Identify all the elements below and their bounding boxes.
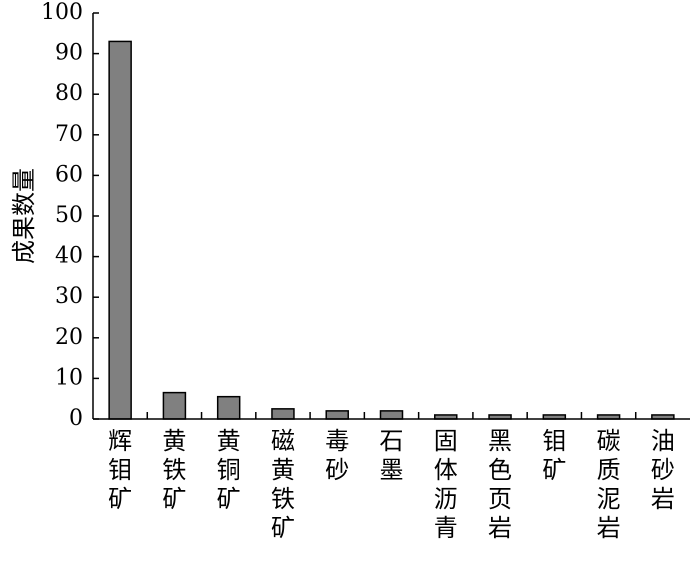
bar-6 — [379, 410, 404, 420]
y-tick-label: 40 — [55, 244, 83, 269]
category-label: 碳质泥岩 — [597, 427, 621, 542]
category-label: 黄铜矿 — [217, 427, 241, 513]
y-tick-label: 100 — [41, 0, 83, 25]
bars — [108, 40, 675, 420]
bar-1 — [108, 40, 132, 420]
bar-4 — [271, 408, 295, 420]
y-axis-label: 成果数量 — [10, 168, 38, 264]
bar-5 — [325, 410, 349, 420]
y-tick-label: 20 — [55, 325, 83, 350]
category-label: 钼矿 — [542, 427, 566, 484]
category-label: 毒砂 — [325, 427, 349, 484]
axes — [92, 13, 690, 420]
y-tick-label: 50 — [55, 203, 83, 228]
y-tick-label: 0 — [69, 406, 83, 431]
category-label: 磁黄铁矿 — [271, 427, 295, 542]
bar-2 — [162, 391, 187, 420]
y-tick-label: 90 — [55, 41, 83, 66]
category-label: 辉钼矿 — [108, 427, 132, 513]
category-label: 石墨 — [380, 427, 404, 484]
y-ticks: 0 10 20 30 40 50 60 70 80 90 100 — [41, 0, 99, 431]
category-label: 油砂岩 — [651, 427, 675, 513]
y-tick-label: 10 — [55, 365, 83, 390]
y-tick-label: 60 — [55, 162, 83, 187]
category-label: 黑色页岩 — [488, 427, 512, 542]
y-tick-label: 30 — [55, 284, 83, 309]
category-label: 固体沥青 — [434, 427, 458, 542]
y-tick-label: 70 — [55, 122, 83, 147]
x-ticks — [146, 412, 637, 419]
y-tick-label: 80 — [55, 81, 83, 106]
category-label: 黄铁矿 — [162, 427, 186, 513]
bar-3 — [216, 395, 241, 420]
